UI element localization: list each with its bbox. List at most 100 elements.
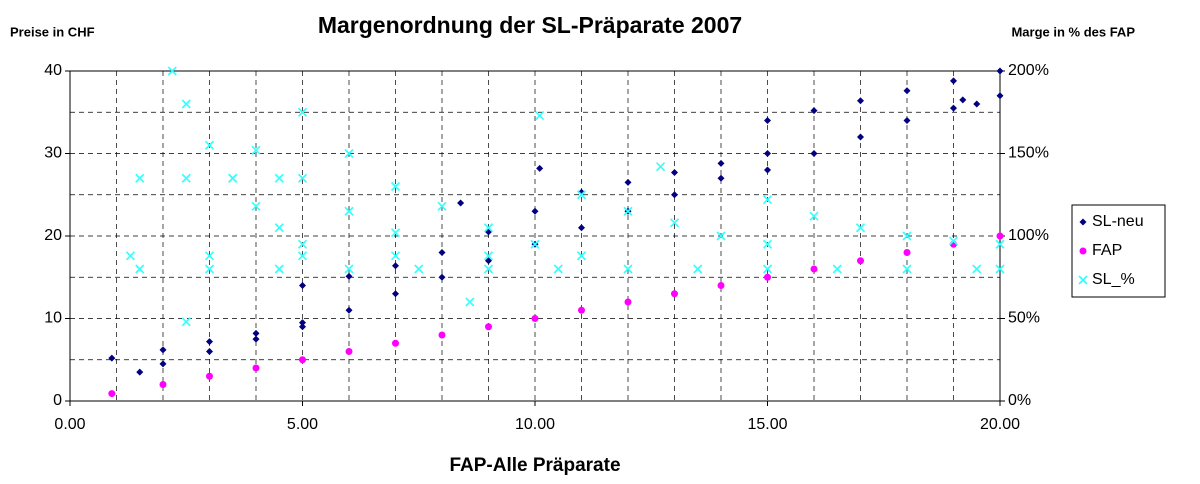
x-tick-label: 5.00	[287, 416, 318, 433]
point	[623, 264, 633, 274]
point	[136, 368, 144, 376]
point	[764, 166, 771, 174]
point	[206, 338, 213, 346]
point	[159, 360, 167, 368]
point	[344, 264, 354, 274]
point	[297, 251, 308, 261]
point	[483, 223, 494, 233]
point	[810, 150, 818, 157]
point	[857, 97, 864, 105]
point	[204, 251, 215, 261]
point	[438, 273, 446, 281]
point	[693, 264, 703, 274]
legend-label: SL_%	[1092, 271, 1135, 288]
x-axis-label: FAP-Alle Präparate	[449, 455, 620, 476]
x-tick-label: 10.00	[515, 416, 555, 433]
point	[809, 211, 819, 221]
point	[344, 148, 354, 159]
y2-tick-label: 200%	[1008, 62, 1049, 79]
point	[181, 317, 191, 327]
legend-box	[1071, 204, 1166, 298]
point	[167, 66, 177, 76]
point	[717, 174, 725, 182]
point	[531, 207, 539, 215]
point	[390, 181, 401, 192]
point	[671, 168, 678, 176]
point	[576, 190, 587, 200]
point	[578, 224, 585, 232]
point	[252, 329, 260, 337]
point	[438, 331, 446, 339]
point	[483, 264, 494, 274]
point	[438, 249, 446, 256]
y2-tick-label: 150%	[1008, 145, 1049, 162]
y2-tick-label: 50%	[1008, 310, 1040, 327]
legend-marker	[1079, 218, 1087, 226]
point	[465, 297, 475, 307]
point	[669, 218, 680, 228]
point	[717, 282, 725, 289]
point	[810, 265, 818, 273]
point	[206, 348, 213, 355]
point	[299, 319, 306, 327]
point	[251, 145, 261, 155]
point	[159, 346, 167, 354]
x-tick-label: 0.00	[54, 416, 85, 433]
point	[274, 223, 284, 233]
point	[390, 228, 401, 238]
point	[762, 195, 773, 205]
point	[251, 201, 261, 211]
point	[535, 110, 545, 121]
point	[959, 96, 967, 104]
point	[996, 92, 1004, 100]
point	[764, 273, 771, 281]
point	[159, 381, 167, 388]
point	[855, 223, 866, 233]
legend-label: FAP	[1092, 242, 1122, 259]
point	[299, 323, 306, 331]
point	[345, 348, 353, 355]
point	[624, 298, 632, 306]
point	[902, 231, 912, 241]
point	[973, 100, 981, 108]
point	[578, 306, 585, 314]
point	[437, 201, 447, 211]
point	[531, 315, 539, 322]
point	[252, 364, 260, 372]
point	[108, 390, 116, 398]
point	[832, 264, 842, 274]
point	[297, 173, 308, 183]
y-axis-label: Preise in CHF	[10, 24, 95, 39]
point	[553, 264, 563, 274]
point	[995, 239, 1005, 249]
point	[623, 206, 633, 216]
point	[995, 264, 1005, 274]
point	[390, 251, 401, 261]
point	[950, 77, 957, 85]
point	[206, 372, 213, 380]
point	[299, 282, 306, 289]
point	[297, 107, 308, 117]
point	[392, 262, 399, 270]
point	[903, 249, 911, 256]
point	[345, 272, 353, 280]
y-tick-label: 10	[44, 310, 62, 327]
point	[671, 191, 678, 199]
point	[125, 251, 136, 261]
legend-label: SL-neu	[1092, 213, 1144, 230]
point	[903, 117, 911, 124]
chart-title: Margenordnung der SL-Präparate 2007	[318, 12, 742, 38]
x-tick-label: 15.00	[747, 416, 787, 433]
point	[228, 173, 238, 183]
point	[181, 99, 191, 109]
point	[530, 239, 540, 249]
point	[274, 173, 284, 183]
point	[857, 257, 864, 265]
point	[996, 67, 1004, 75]
point	[717, 159, 725, 167]
point	[274, 264, 284, 274]
point	[457, 199, 465, 207]
point	[299, 356, 306, 364]
point	[762, 264, 773, 274]
